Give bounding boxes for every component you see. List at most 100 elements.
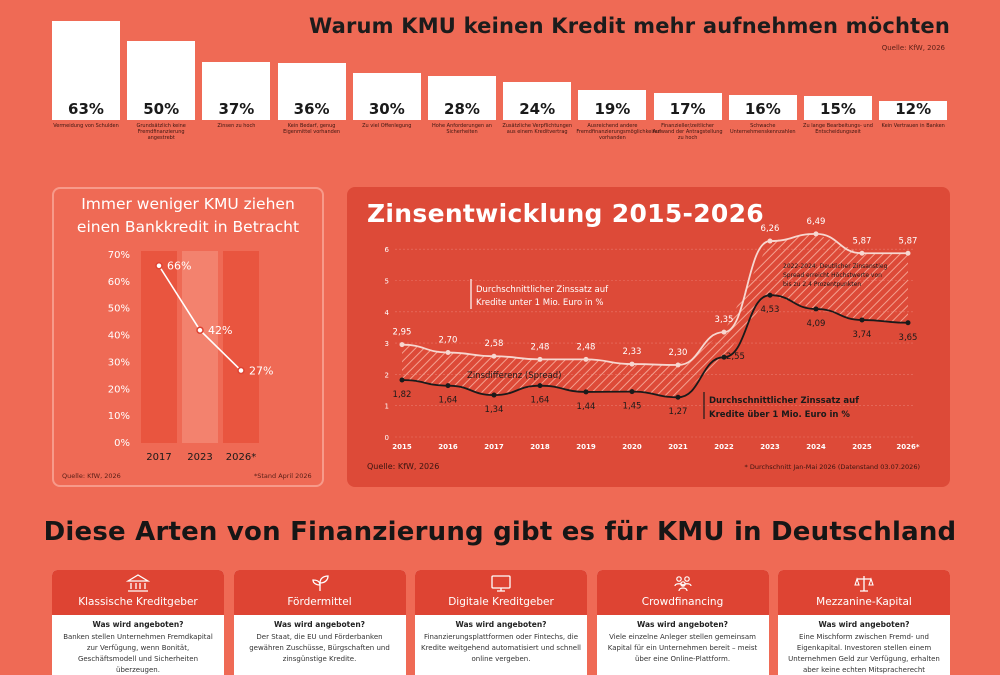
bank-credit-source: Quelle: KfW, 2026 xyxy=(62,472,121,480)
card-question: Was wird angeboten? xyxy=(636,620,729,629)
bar-4 xyxy=(277,63,346,120)
bar-label-3: Zinsen zu hoch xyxy=(217,123,256,129)
card-name: Mezzanine-Kapital xyxy=(816,596,912,608)
y-tick: 4 xyxy=(385,309,390,317)
upper-label-7: 2,30 xyxy=(669,348,688,358)
x-tick: 2026* xyxy=(896,443,919,451)
card-header: Klassische Kreditgeber xyxy=(52,570,224,615)
y-tick: 50% xyxy=(108,304,130,315)
y-tick: 70% xyxy=(108,250,130,261)
x-tick: 2017 xyxy=(146,452,171,463)
bar-value-8: 19% xyxy=(594,100,631,118)
bar-label-6: Hohe Anforderungen an Sicherheiten xyxy=(432,123,492,135)
bar-value-11: 15% xyxy=(820,100,856,118)
bar-label-7: Zusätzliche Verpflichtungen aus einem Kr… xyxy=(502,123,573,135)
lower-label-3: 1,34 xyxy=(485,405,504,415)
upper-point-6 xyxy=(629,361,635,367)
sprout-icon xyxy=(311,575,329,591)
bar-2 xyxy=(127,41,196,120)
bar-5 xyxy=(352,72,421,120)
y-tick: 3 xyxy=(385,340,389,348)
x-tick: 2023 xyxy=(760,443,780,451)
upper-annotation-line1: Durchschnittlicher Zinssatz auf xyxy=(476,285,609,295)
y-tick: 1 xyxy=(385,403,389,411)
bank-credit-chart: 0% 10% 20% 30% 40% 50% 60% 70% 66% 2017 42% 2023 27%… xyxy=(108,250,274,463)
column-bg-1 xyxy=(141,251,177,443)
bar-value-6: 28% xyxy=(444,100,480,118)
lower-point-1 xyxy=(399,377,405,383)
financing-card-2: Fördermittel Was wird angeboten? Der Staat… xyxy=(233,570,406,675)
point-label-3: 27% xyxy=(249,364,273,377)
lower-label-8: 2,55 xyxy=(726,352,745,362)
lower-point-8 xyxy=(721,354,727,360)
upper-label-4: 2,48 xyxy=(531,342,550,352)
x-tick: 2025 xyxy=(852,443,872,451)
lower-annotation-line2: Kredite über 1 Mio. Euro in % xyxy=(709,410,850,420)
interest-rate-panel: 0 1 2 3 4 5 6 2015 2016 2017 2018 2019 2020 2021 2022 2… xyxy=(347,187,950,487)
lower-point-7 xyxy=(675,394,681,400)
x-tick: 2026* xyxy=(226,452,256,463)
bank-credit-panel: Immer weniger KMU ziehen einen Bankkredi… xyxy=(52,187,324,487)
lower-point-10 xyxy=(813,306,819,312)
x-tick: 2018 xyxy=(530,443,550,451)
card-header: Mezzanine-Kapital xyxy=(778,570,950,615)
point-2 xyxy=(196,326,204,334)
x-tick: 2016 xyxy=(438,443,458,451)
card-name: Klassische Kreditgeber xyxy=(78,596,198,608)
lower-point-4 xyxy=(537,383,543,389)
card-question: Was wird angeboten? xyxy=(273,620,366,629)
upper-point-2 xyxy=(445,349,451,355)
bar-value-2: 50% xyxy=(143,100,180,118)
lower-annotation-line1: Durchschnittlicher Zinssatz auf xyxy=(709,396,859,406)
interest-rate-title: Zinsentwicklung 2015-2026 xyxy=(367,199,764,228)
upper-label-3: 2,58 xyxy=(485,339,504,349)
point-3 xyxy=(237,366,245,375)
interest-rate-chart: 0 1 2 3 4 5 6 2015 2016 2017 2018 2019 2020 2021 2022 2… xyxy=(385,217,920,451)
bar-label-12: Kein Vertrauen in Banken xyxy=(881,123,945,129)
point-1 xyxy=(155,261,163,270)
lower-label-6: 1,45 xyxy=(623,402,642,412)
bar-1 xyxy=(52,21,120,120)
lower-point-5 xyxy=(583,389,589,395)
bar-11 xyxy=(804,96,872,120)
bar-label-10: Schwache Unternehmenskennzahlen xyxy=(730,123,796,135)
x-tick: 2019 xyxy=(576,443,596,451)
lower-point-9 xyxy=(767,292,773,298)
y-tick: 10% xyxy=(108,411,130,422)
card-text: Finanzierungsplattformen oder Fintechs, … xyxy=(420,633,581,663)
point-label-1: 66% xyxy=(167,260,191,273)
bar-10 xyxy=(728,94,797,120)
lower-label-2: 1,64 xyxy=(439,396,458,406)
upper-point-3 xyxy=(491,353,497,359)
crowd-icon xyxy=(673,576,692,592)
bar-6 xyxy=(428,76,496,120)
y-tick: 2 xyxy=(385,371,389,379)
card-header: Crowdfinancing xyxy=(596,570,769,615)
bar-value-7: 24% xyxy=(519,100,556,118)
card-name: Digitale Kreditgeber xyxy=(448,596,554,608)
bar-label-2: Grundsätzlich keine Fremdfinanzierung an… xyxy=(136,123,186,141)
upper-point-11 xyxy=(859,250,865,256)
y-tick: 40% xyxy=(108,331,130,342)
card-question: Was wird angeboten? xyxy=(455,620,547,629)
card-header: Fördermittel xyxy=(233,570,406,615)
upper-point-4 xyxy=(537,356,543,362)
upper-label-9: 6,26 xyxy=(761,224,780,234)
y-tick: 5 xyxy=(385,278,389,286)
spread-annotation: Zinsdifferenz (Spread) xyxy=(467,371,562,381)
top-chart-title: Warum KMU keinen Kredit mehr aufnehmen m… xyxy=(308,14,950,38)
upper-label-11: 5,87 xyxy=(853,236,872,246)
card-name: Fördermittel xyxy=(287,596,352,608)
card-text: Der Staat, die EU und Förderbanken gewäh… xyxy=(249,633,390,663)
bar-value-9: 17% xyxy=(669,100,706,118)
lower-point-6 xyxy=(629,389,635,395)
x-tick: 2022 xyxy=(714,443,734,451)
monitor-icon xyxy=(491,575,511,592)
interest-rate-footnote: * Durchschnitt Jan-Mai 2026 (Datenstand … xyxy=(744,463,920,471)
column-bg-3 xyxy=(223,251,259,443)
lower-label-9: 4,53 xyxy=(761,305,780,315)
bar-label-8: Ausreichend andere Fremdfinanzierungsmög… xyxy=(576,123,661,141)
bank-credit-title: Immer weniger KMU ziehen einen Bankkredi… xyxy=(54,193,322,239)
lower-label-10: 4,09 xyxy=(807,319,826,329)
lower-label-5: 1,44 xyxy=(577,402,596,412)
